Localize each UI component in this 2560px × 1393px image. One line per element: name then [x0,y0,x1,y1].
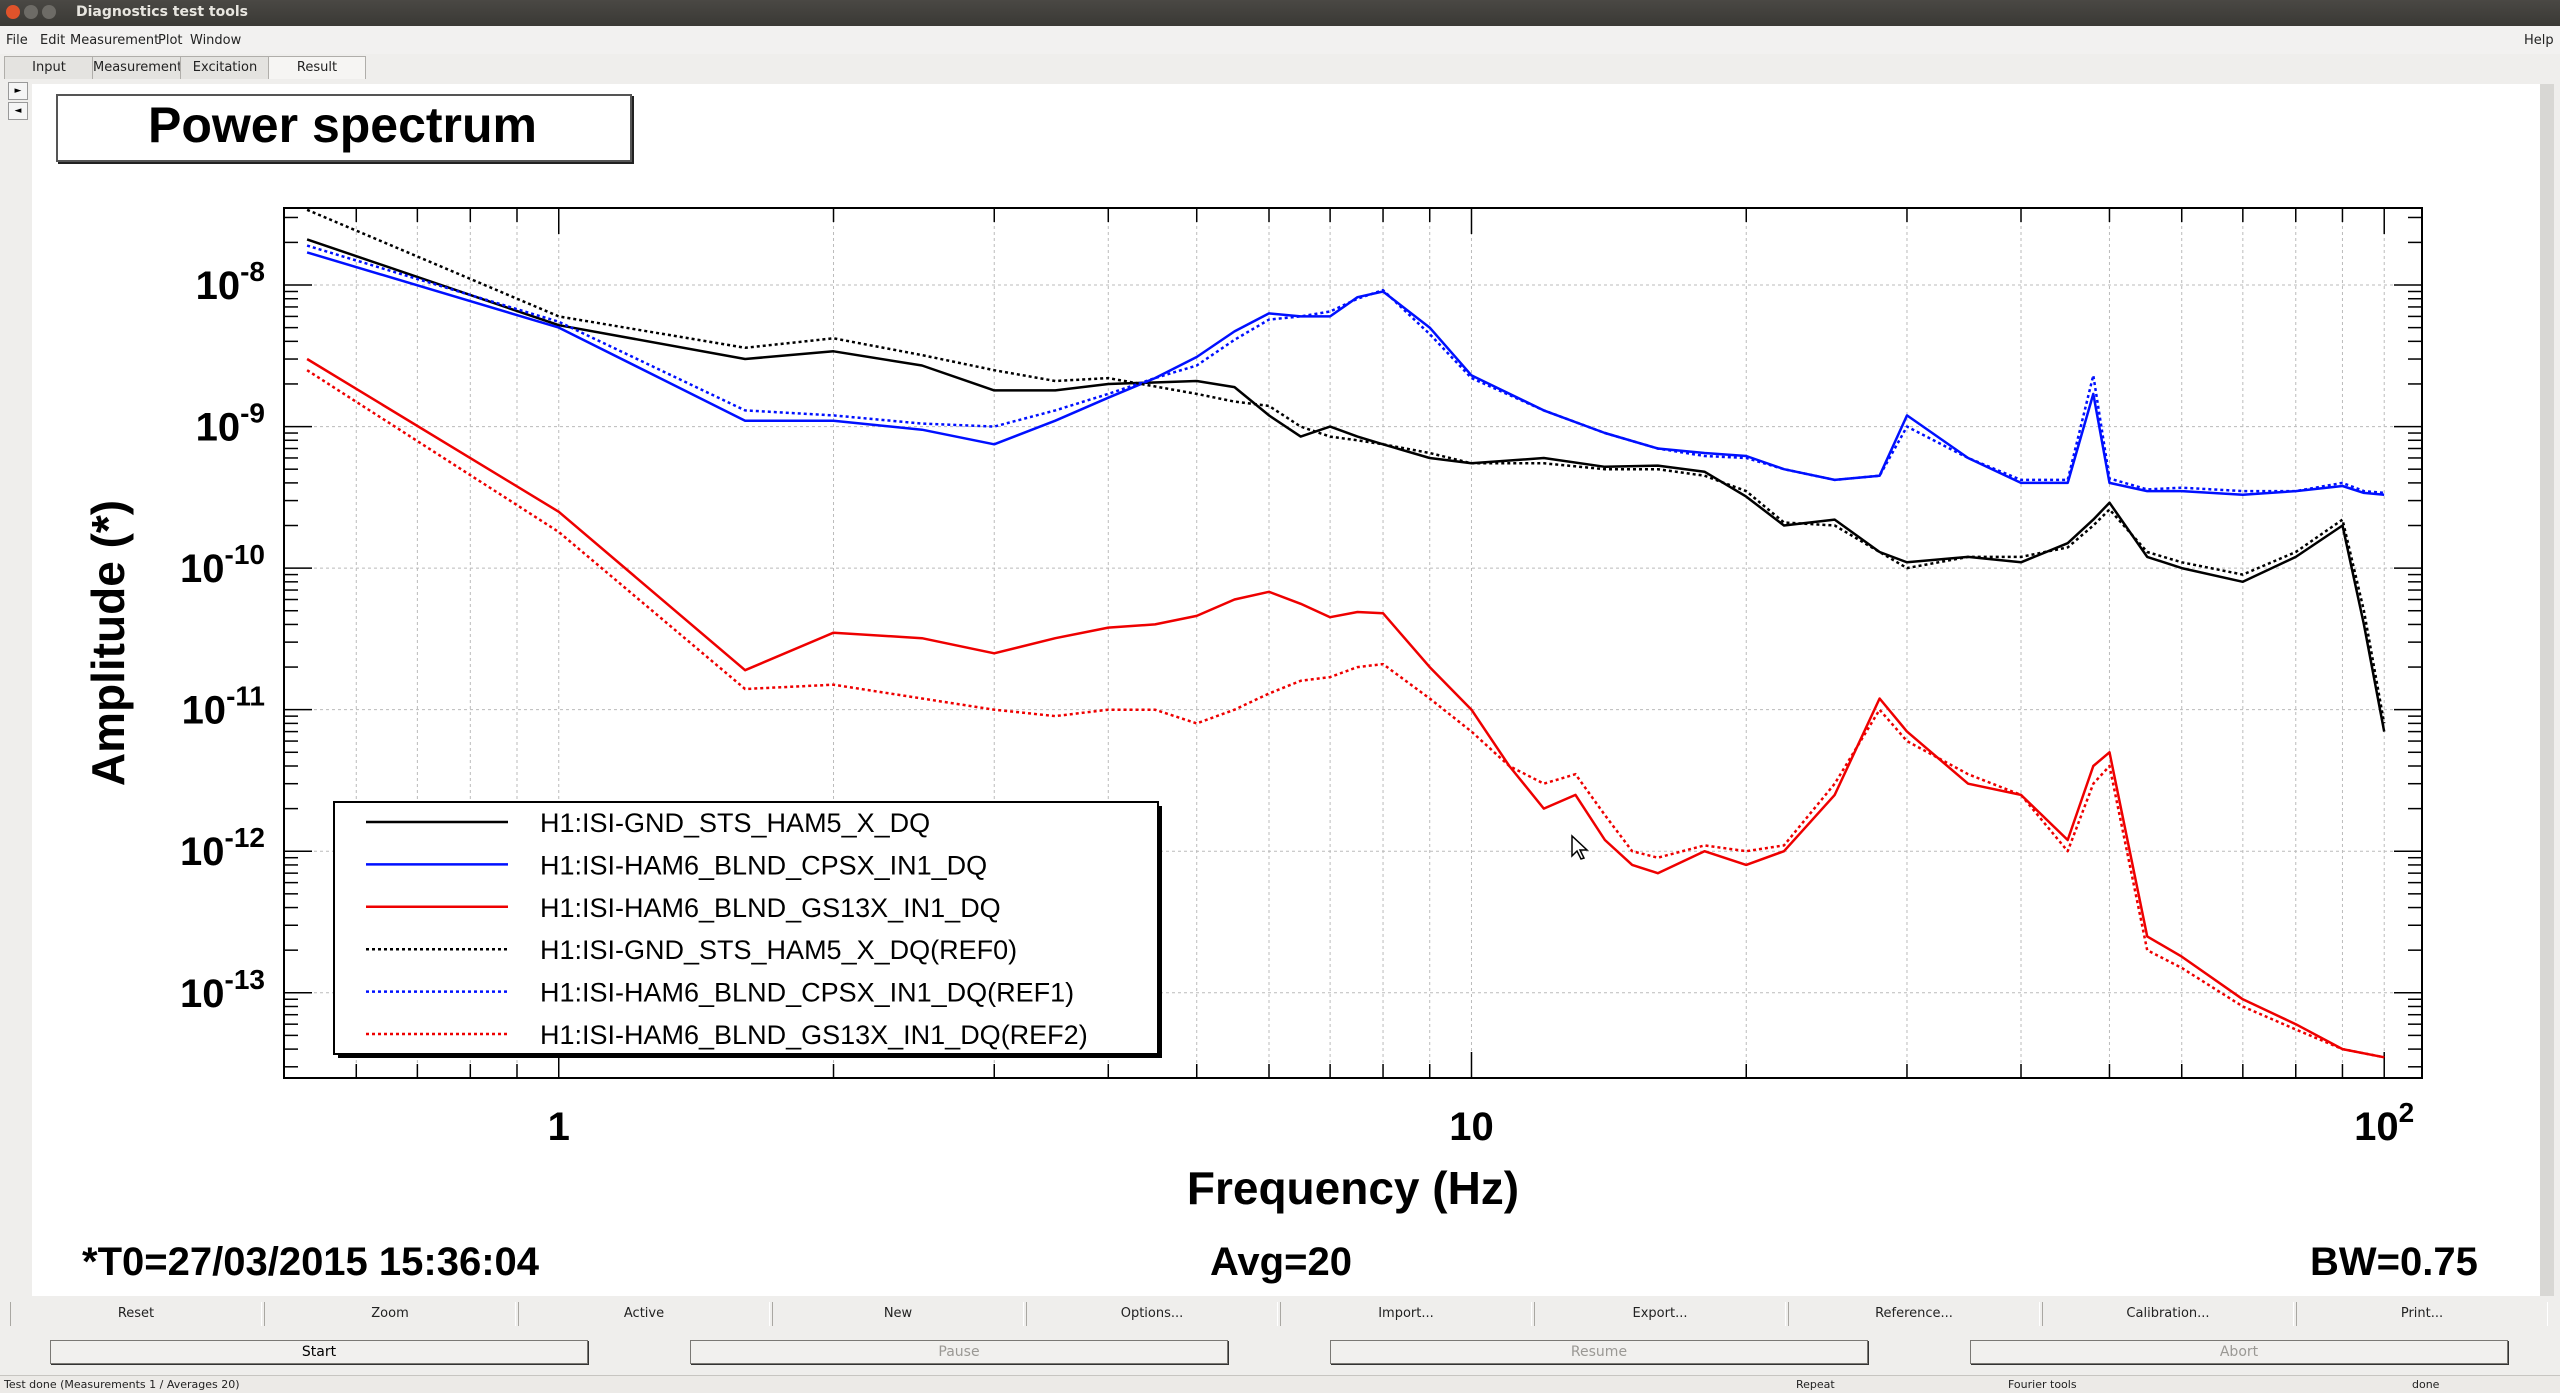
avg-text: Avg=20 [1210,1240,1352,1284]
tab-bar: Input Measurement Excitation Result [0,54,2560,82]
menu-window[interactable]: Window [190,33,242,48]
print-button[interactable]: Print... [2296,1302,2548,1326]
reference-button[interactable]: Reference... [1788,1302,2040,1326]
window-title: Diagnostics test tools [76,4,248,20]
import-button[interactable]: Import... [1280,1302,1532,1326]
menu-measurement[interactable]: Measurement [70,33,160,48]
active-button[interactable]: Active [518,1302,770,1326]
menu-plot[interactable]: Plot [158,33,183,48]
tab-input[interactable]: Input [4,56,94,79]
menu-bar: File Edit Measurement Plot Window Help [0,26,2560,54]
vertical-scrollbar[interactable] [2540,84,2554,1296]
plot-title-box: Power spectrum [56,94,632,162]
options-button[interactable]: Options... [1026,1302,1278,1326]
status-tools: Fourier tools [2008,1378,2077,1391]
resume-button[interactable]: Resume [1330,1340,1868,1364]
status-repeat: Repeat [1796,1378,1835,1391]
status-bar: Test done (Measurements 1 / Averages 20)… [0,1375,2560,1393]
menu-help[interactable]: Help [2524,33,2554,48]
minimize-window-icon[interactable] [24,5,38,19]
measurement-button-row: Start Pause Resume Abort [0,1334,2560,1374]
calibration-button[interactable]: Calibration... [2042,1302,2294,1326]
tab-excitation[interactable]: Excitation [180,56,270,79]
pause-button[interactable]: Pause [690,1340,1228,1364]
zoom-button[interactable]: Zoom [264,1302,516,1326]
side-controls: ► ◄ [8,82,28,122]
tab-measurement[interactable]: Measurement [92,56,182,79]
status-state: done [2412,1378,2440,1391]
maximize-window-icon[interactable] [42,5,56,19]
bw-text: BW=0.75 [2310,1240,2478,1284]
window-titlebar: Diagnostics test tools [0,0,2560,26]
abort-button[interactable]: Abort [1970,1340,2508,1364]
menu-edit[interactable]: Edit [40,33,66,48]
t0-text: *T0=27/03/2015 15:36:04 [82,1240,540,1284]
tab-result[interactable]: Result [268,56,366,79]
close-window-icon[interactable] [6,5,20,19]
start-button[interactable]: Start [50,1340,588,1364]
export-button[interactable]: Export... [1534,1302,1786,1326]
new-button[interactable]: New [772,1302,1024,1326]
plot-title: Power spectrum [148,97,538,153]
plot-canvas[interactable] [32,84,2552,1296]
arrow-right-icon[interactable]: ► [8,82,28,100]
plot-button-row: Reset Zoom Active New Options... Import.… [0,1298,2560,1330]
arrow-left-icon[interactable]: ◄ [8,102,28,120]
status-message: Test done (Measurements 1 / Averages 20) [4,1378,240,1391]
menu-file[interactable]: File [6,33,28,48]
reset-button[interactable]: Reset [10,1302,262,1326]
